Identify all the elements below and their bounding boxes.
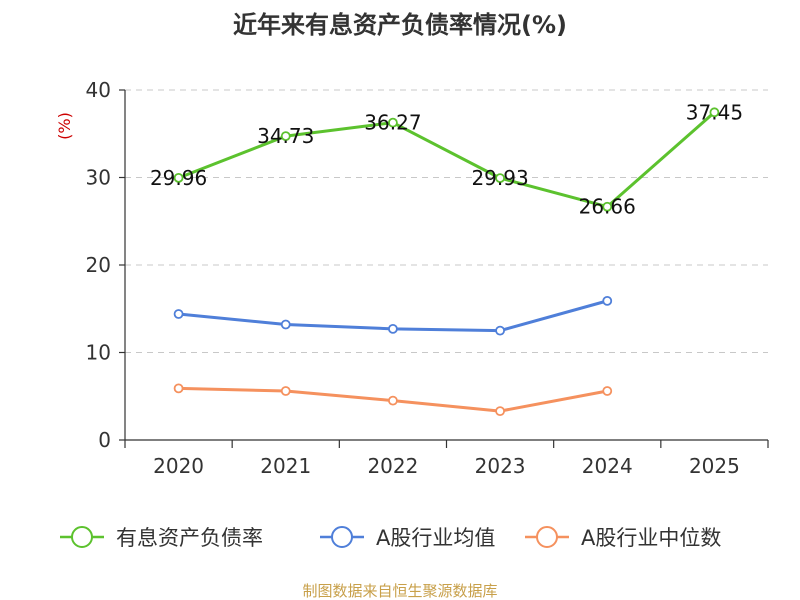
y-tick-label: 10 (86, 341, 111, 365)
data-point (495, 406, 505, 417)
chart-title: 近年来有息资产负债率情况(%) (233, 11, 567, 39)
data-point (280, 386, 291, 396)
x-tick-label: 2022 (367, 454, 418, 478)
y-tick-label: 20 (86, 253, 111, 277)
legend-item: A股行业均值 (320, 526, 495, 550)
legend-marker (536, 526, 558, 548)
legend-marker (71, 526, 93, 548)
legend-label: A股行业均值 (376, 526, 495, 550)
x-tick-label: 2021 (260, 454, 311, 478)
data-label: 36.27 (364, 111, 421, 135)
legend-item: A股行业中位数 (525, 526, 721, 550)
data-point (280, 131, 291, 142)
legend-label: A股行业中位数 (581, 526, 721, 550)
data-point (602, 295, 613, 306)
data-label: 29.96 (150, 166, 207, 190)
data-point (388, 117, 398, 128)
grid-lines (125, 89, 768, 353)
data-point (388, 323, 398, 334)
legend-marker (331, 526, 353, 548)
data-labels: 29.96 34.73 36.27 29.93 26.66 37.45 (150, 100, 743, 218)
data-point (602, 201, 613, 212)
x-tick-label: 2020 (153, 454, 204, 478)
data-point (709, 107, 720, 118)
x-tick-label: 2025 (689, 454, 740, 478)
series-layer (173, 107, 720, 417)
y-tick-label: 40 (86, 78, 111, 102)
source-note: 制图数据来自恒生聚源数据库 (302, 582, 497, 600)
data-point (173, 383, 184, 394)
y-tick-label: 30 (86, 166, 111, 190)
data-point (495, 173, 505, 184)
data-point (173, 309, 184, 319)
data-label: 29.93 (471, 166, 528, 190)
data-point (388, 395, 398, 406)
legend-label: 有息资产负债率 (116, 526, 263, 550)
data-point (602, 386, 613, 396)
data-point (495, 325, 505, 336)
legend-item: 有息资产负债率 (60, 526, 263, 550)
series-line-0 (177, 110, 716, 209)
axes: 0 10 20 30 40 2020 2021 2022 2023 2024 2025 (86, 78, 769, 478)
y-tick-label: 0 (98, 428, 111, 452)
legend: 有息资产负债率 A股行业均值 A股行业中位数 (60, 526, 721, 550)
x-tick-label: 2024 (582, 454, 633, 478)
data-label: 26.66 (579, 195, 636, 219)
data-label: 34.73 (257, 124, 314, 148)
x-tick-label: 2023 (475, 454, 526, 478)
data-label: 37.45 (686, 100, 743, 124)
data-point (280, 319, 291, 330)
data-point (173, 172, 184, 183)
y-axis-unit: (%) (55, 112, 74, 140)
